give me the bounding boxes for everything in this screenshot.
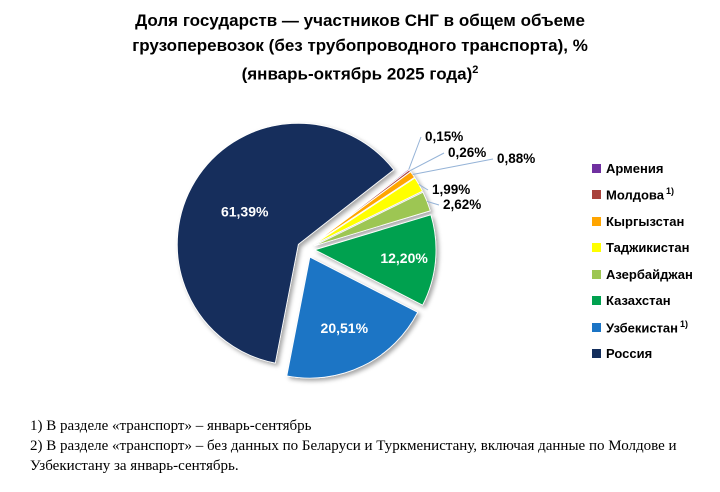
leader-line-Таджикистан xyxy=(418,183,429,191)
footnotes: 1) В разделе «транспорт» – январь-сентяб… xyxy=(30,416,694,476)
leader-line-Молдова xyxy=(409,152,445,172)
slice-label-Таджикистан: 1,99% xyxy=(432,182,470,197)
pie-slice-Россия xyxy=(176,122,395,364)
legend-label-Казахстан: Казахстан xyxy=(606,293,671,308)
legend-swatch-Россия xyxy=(592,349,601,358)
legend-swatch-Казахстан xyxy=(592,296,601,305)
legend-item-Казахстан: Казахстан xyxy=(592,292,693,310)
chart-title: Доля государств — участников СНГ в общем… xyxy=(0,8,720,87)
pie-slice-Кыргызстан xyxy=(313,171,416,245)
legend-item-Таджикистан: Таджикистан xyxy=(592,239,693,257)
legend-label-Таджикистан: Таджикистан xyxy=(606,240,690,255)
legend-label-Молдова: Молдова 1) xyxy=(606,186,674,203)
legend-item-Азербайджан: Азербайджан xyxy=(592,265,693,283)
legend-swatch-Азербайджан xyxy=(592,269,601,279)
chart-title-line3: (январь-октябрь 2025 года)2 xyxy=(241,64,479,84)
legend-label-Кыргызстан: Кыргызстан xyxy=(606,213,685,229)
pie-slice-Казахстан xyxy=(313,214,437,306)
pie-slice-Узбекистан xyxy=(286,256,419,379)
legend-swatch-Армения xyxy=(592,163,601,173)
slice-label-Кыргызстан: 0,88% xyxy=(497,151,535,166)
title-footnote-ref: 2 xyxy=(472,64,479,76)
leader-line-Армения xyxy=(408,136,422,170)
legend-item-Армения: Армения xyxy=(592,159,693,177)
legend-label-Азербайджан: Азербайджан xyxy=(606,266,693,282)
legend-footnote-ref: 1) xyxy=(680,318,689,329)
legend-label-Узбекистан: Узбекистан 1) xyxy=(606,318,689,336)
legend-swatch-Таджикистан xyxy=(592,243,601,252)
legend-swatch-Молдова xyxy=(592,190,601,199)
legend-footnote-ref: 1) xyxy=(665,186,674,197)
legend-swatch-Узбекистан xyxy=(592,322,601,332)
footnote-1: 1) В разделе «транспорт» – январь-сентяб… xyxy=(30,418,312,434)
pie-slice-Азербайджан xyxy=(314,191,431,247)
legend-item-Россия: Россия xyxy=(592,345,693,363)
slice-label-Россия: 61,39% xyxy=(221,203,269,219)
legend-item-Кыргызстан: Кыргызстан xyxy=(592,212,693,230)
legend: Армения Молдова 1) Кыргызстан Таджикистан Азе… xyxy=(592,159,693,371)
slice-label-Азербайджан: 2,62% xyxy=(443,197,481,212)
leader-line-Кыргызстан xyxy=(412,158,494,175)
legend-swatch-Кыргызстан xyxy=(592,216,601,226)
chart-title-line1: Доля государств — участников СНГ в общем… xyxy=(135,11,585,30)
legend-label-Армения: Армения xyxy=(606,160,664,176)
footnote-2: 2) В разделе «транспорт» – без данных по… xyxy=(30,438,677,474)
chart-title-line2: грузоперевозок (без трубопроводного тран… xyxy=(132,36,588,55)
legend-label-Россия: Россия xyxy=(606,346,653,361)
slice-label-Армения: 0,15% xyxy=(425,129,463,144)
slice-label-Узбекистан: 20,51% xyxy=(321,320,369,336)
leader-line-Азербайджан xyxy=(426,200,440,206)
slice-label-Казахстан: 12,20% xyxy=(380,250,428,266)
slice-label-Молдова: 0,26% xyxy=(448,145,486,160)
legend-item-Молдова: Молдова 1) xyxy=(592,186,693,204)
legend-item-Узбекистан: Узбекистан 1) xyxy=(592,318,693,336)
